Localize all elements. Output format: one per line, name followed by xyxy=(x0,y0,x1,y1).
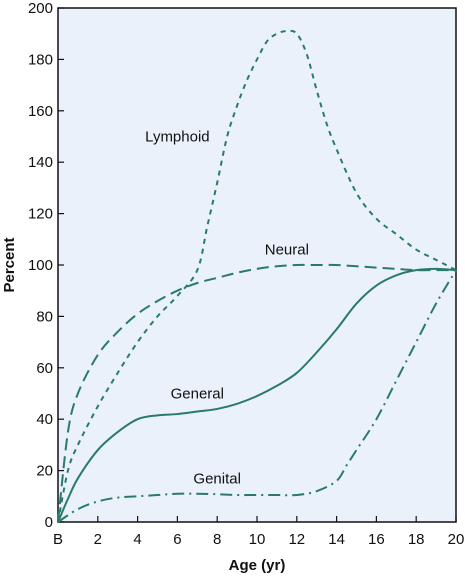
series-line-neural xyxy=(57,263,456,523)
y-tick-label: 120 xyxy=(28,206,53,223)
x-tick-label: 6 xyxy=(173,531,181,548)
y-tick-label: 140 xyxy=(28,154,53,171)
series-label-general: General xyxy=(171,386,224,403)
series-lines xyxy=(57,29,457,523)
y-tick-label: 80 xyxy=(36,308,53,325)
x-tick-label: 20 xyxy=(448,531,465,548)
series-labels: Lymphoid Neural General Genital xyxy=(145,129,309,488)
y-tick-label: 60 xyxy=(36,360,53,377)
plot-area xyxy=(57,7,457,523)
x-tick-label: 14 xyxy=(328,531,345,548)
series-line-general xyxy=(57,267,457,523)
x-tick-label: 4 xyxy=(133,531,141,548)
series-line-lymphoid xyxy=(57,29,457,523)
x-tick-label: 12 xyxy=(288,531,305,548)
x-axis-label: Age (yr) xyxy=(229,557,286,574)
y-tick-label: 20 xyxy=(36,463,53,480)
y-tick-label: 180 xyxy=(28,51,53,68)
x-tick-label: 2 xyxy=(94,531,102,548)
series-label-lymphoid: Lymphoid xyxy=(145,129,209,146)
x-tick-label: 18 xyxy=(408,531,425,548)
y-tick-label: 0 xyxy=(45,514,53,531)
y-tick-label: 40 xyxy=(36,411,53,428)
y-axis-label: Percent xyxy=(1,237,18,292)
x-tick-label: 8 xyxy=(213,531,221,548)
x-axis-ticks: B 2 4 6 8 10 12 14 16 18 20 xyxy=(53,516,464,548)
x-tick-label: B xyxy=(53,531,63,548)
x-tick-label: 10 xyxy=(249,531,266,548)
x-tick-label: 16 xyxy=(368,531,385,548)
y-tick-label: 200 xyxy=(28,0,53,17)
series-label-genital: Genital xyxy=(193,470,241,487)
y-tick-label: 160 xyxy=(28,103,53,120)
y-tick-label: 100 xyxy=(28,257,53,274)
series-line-genital xyxy=(57,269,457,523)
series-label-neural: Neural xyxy=(265,242,309,259)
